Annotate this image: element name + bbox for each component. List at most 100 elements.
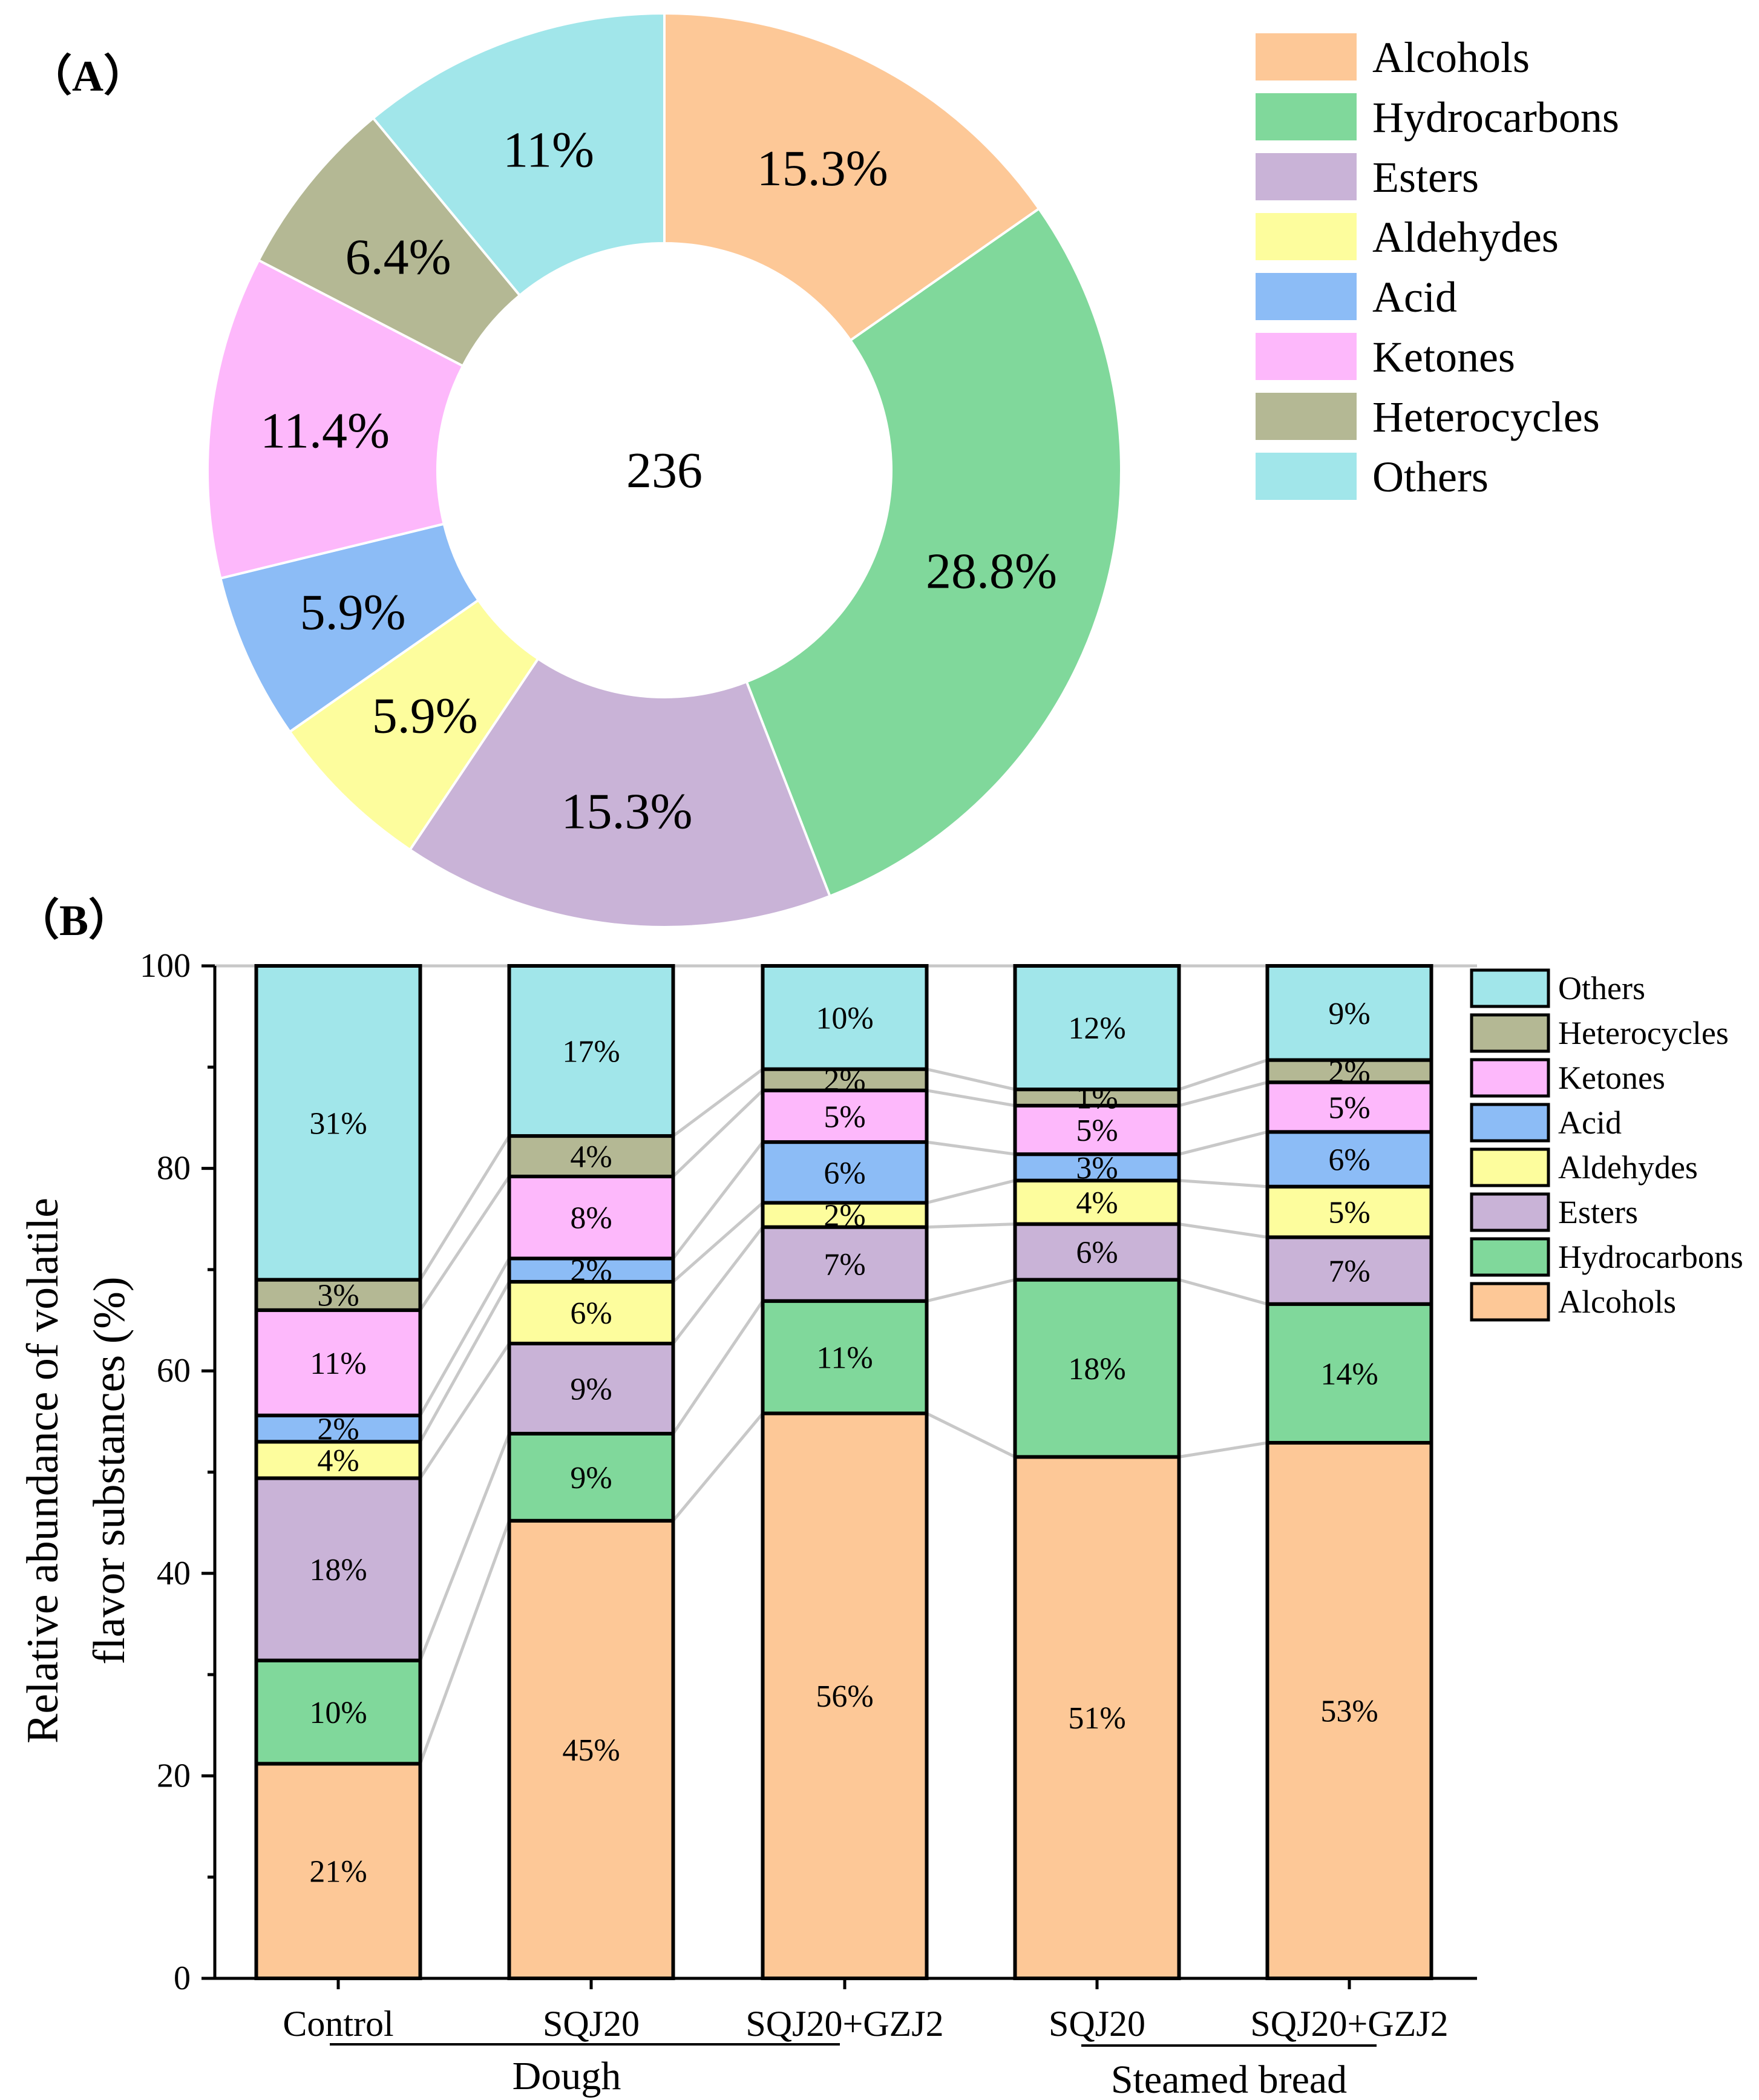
donut-value-label: 6.4% bbox=[346, 229, 451, 285]
legend-label-aldehydes: Aldehydes bbox=[1372, 213, 1559, 261]
bar-segment-hydrocarbons bbox=[1013, 1278, 1181, 1459]
donut-value-label: 28.8% bbox=[926, 543, 1057, 599]
x-tick-label: SQJ20+GZJ2 bbox=[745, 2004, 943, 2044]
x-tick-label: SQJ20+GZJ2 bbox=[1250, 2004, 1448, 2044]
bar-segment-hydrocarbons bbox=[1265, 1302, 1433, 1445]
donut-slice-ketones bbox=[206, 258, 465, 580]
donut-slice-alcohols bbox=[663, 11, 1041, 343]
bar-segment-others bbox=[507, 964, 675, 1138]
legend-label-aldehydes: Aldehydes bbox=[1558, 1149, 1698, 1186]
connector-line-hydrocarbons bbox=[1178, 1278, 1268, 1306]
bar-value-label: 6% bbox=[1328, 1143, 1370, 1178]
connector-line-aldehydes bbox=[1179, 1179, 1268, 1189]
connector-line-acid bbox=[926, 1140, 1015, 1156]
donut-legend: Alcohols Hydrocarbons Esters Aldehydes Acid K… bbox=[1256, 33, 1619, 501]
y-tick-label: 40 bbox=[157, 1555, 191, 1592]
connector-line-ketones bbox=[1178, 1080, 1268, 1107]
bar-value-label: 9% bbox=[570, 1461, 612, 1495]
y-tick-label: 80 bbox=[157, 1150, 191, 1187]
bar-segment-alcohols bbox=[507, 1518, 675, 1980]
connector-line-hydrocarbons bbox=[926, 1278, 1016, 1303]
bar-segment-ketones bbox=[254, 1308, 422, 1417]
donut-slice-hydrocarbons bbox=[745, 207, 1122, 898]
bar-value-label: 11% bbox=[310, 1347, 366, 1381]
donut-value-label: 11.4% bbox=[260, 403, 390, 459]
donut-value-label: 5.9% bbox=[300, 585, 406, 641]
bar-value-label: 5% bbox=[1328, 1196, 1370, 1230]
bar-segment-others bbox=[1265, 964, 1433, 1062]
legend-swatch-others bbox=[1470, 968, 1550, 1008]
legend-label-hydrocarbons: Hydrocarbons bbox=[1372, 93, 1619, 142]
donut-value-label: 5.9% bbox=[372, 687, 478, 744]
legend-label-heterocycles: Heterocycles bbox=[1558, 1015, 1729, 1051]
bar-value-label: 3% bbox=[1076, 1151, 1118, 1186]
bars: 21%10%18%4%2%11%3%31%45%9%9%6%2%8%4%17%5… bbox=[254, 964, 1433, 1981]
connector-line-alcohols bbox=[672, 1412, 764, 1522]
stacked-bar-chart-panel: （B） 21%10%18%4%2%11%3%31%45%9%9%6%2%8%4%… bbox=[16, 896, 1743, 2100]
bar-segment-ketones bbox=[1013, 1103, 1181, 1157]
bar-value-label: 31% bbox=[309, 1106, 367, 1141]
bar-value-label: 5% bbox=[1076, 1114, 1118, 1148]
connector-line-alcohols bbox=[1179, 1441, 1268, 1459]
donut-center-total: 236 bbox=[626, 442, 703, 499]
connector-line-heterocycles bbox=[419, 1135, 511, 1281]
bar-value-label: 2% bbox=[317, 1413, 359, 1447]
legend-label-hydrocarbons: Hydrocarbons bbox=[1558, 1239, 1743, 1275]
connector-line-heterocycles bbox=[926, 1068, 1016, 1091]
legend-swatch-ketones bbox=[1256, 333, 1357, 380]
legend-label-alcohols: Alcohols bbox=[1372, 33, 1530, 82]
bar-value-label: 53% bbox=[1320, 1694, 1378, 1728]
connector-line-hydrocarbons bbox=[419, 1433, 511, 1661]
x-tick-label: Control bbox=[283, 2004, 393, 2044]
connector-line-hydrocarbons bbox=[672, 1300, 764, 1435]
bar-value-label: 6% bbox=[570, 1296, 612, 1331]
connector-line-acid bbox=[1178, 1130, 1268, 1156]
connector-line-esters bbox=[1179, 1222, 1268, 1239]
donut-slice-others bbox=[371, 11, 666, 297]
donut-value-label: 15.3% bbox=[757, 140, 888, 197]
legend-swatch-aldehydes bbox=[1256, 213, 1357, 260]
bar-value-label: 11% bbox=[816, 1341, 873, 1376]
bar-value-label: 7% bbox=[824, 1248, 865, 1282]
legend-swatch-alcohols bbox=[1256, 33, 1357, 80]
legend-label-esters: Esters bbox=[1372, 153, 1479, 202]
bar-segment-hydrocarbons bbox=[761, 1299, 929, 1416]
bar-value-label: 9% bbox=[1328, 997, 1370, 1031]
connector-line-ketones bbox=[419, 1175, 511, 1311]
connector-line-acid bbox=[419, 1258, 511, 1417]
y-axis-label-line-2: flavor substances (%) bbox=[85, 1276, 134, 1664]
bar-value-label: 14% bbox=[1320, 1357, 1378, 1391]
connector-line-ketones bbox=[926, 1089, 1015, 1107]
bar-segment-alcohols bbox=[254, 1762, 422, 1980]
bar-value-label: 4% bbox=[570, 1140, 612, 1175]
donut-labels: 15.3% 28.8% 15.3% 5.9% 5.9% 11.4% 6.4% 11% bbox=[260, 122, 1057, 839]
bar-segment-ketones bbox=[507, 1174, 675, 1261]
x-tick-label: SQJ20 bbox=[1049, 2004, 1145, 2044]
panel-label-a: （A） bbox=[28, 52, 147, 100]
connector-line-heterocycles bbox=[672, 1068, 764, 1138]
legend-swatch-ketones bbox=[1470, 1058, 1550, 1098]
bar-segment-alcohols bbox=[1265, 1440, 1433, 1980]
bar-segment-heterocycles bbox=[761, 1067, 929, 1092]
group-label-dough: Dough bbox=[513, 2054, 621, 2098]
connector-line-acid bbox=[672, 1141, 764, 1260]
bar-value-label: 9% bbox=[570, 1372, 612, 1406]
connector-line-esters bbox=[926, 1222, 1015, 1229]
connector-line-esters bbox=[419, 1342, 511, 1479]
bar-value-label: 51% bbox=[1068, 1701, 1125, 1736]
legend-label-alcohols: Alcohols bbox=[1558, 1284, 1676, 1320]
bar-value-label: 12% bbox=[1068, 1011, 1125, 1046]
donut-value-label: 11% bbox=[503, 122, 594, 178]
connector-line-aldehydes bbox=[672, 1201, 764, 1283]
bar-segment-esters bbox=[507, 1342, 675, 1436]
bar-value-label: 4% bbox=[317, 1443, 359, 1478]
connector-line-ketones bbox=[672, 1089, 764, 1178]
bar-segment-aldehydes bbox=[1265, 1184, 1433, 1239]
legend-swatch-heterocycles bbox=[1256, 393, 1357, 440]
bar-value-label: 8% bbox=[570, 1201, 612, 1236]
connector-line-heterocycles bbox=[1178, 1058, 1268, 1091]
legend-label-acid: Acid bbox=[1372, 273, 1457, 321]
legend-label-heterocycles: Heterocycles bbox=[1372, 393, 1600, 441]
legend-label-ketones: Ketones bbox=[1372, 333, 1515, 381]
legend-swatch-esters bbox=[1470, 1192, 1550, 1232]
